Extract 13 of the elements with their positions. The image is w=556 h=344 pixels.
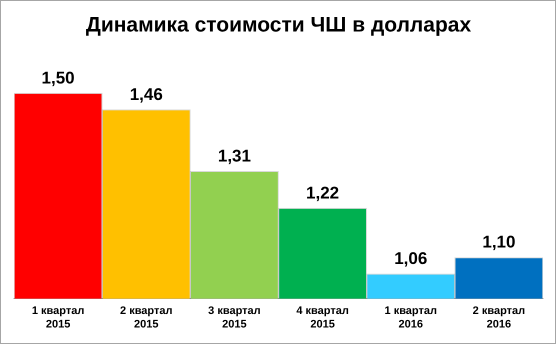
x-tick-label: 4 квартал 2015 (296, 305, 349, 330)
data-label: 1,10 (482, 232, 516, 252)
chart-title: Динамика стоимости ЧШ в долларах (86, 13, 472, 36)
data-label: 1,06 (394, 249, 428, 268)
data-label: 1,50 (42, 68, 75, 88)
data-label: 1,46 (130, 84, 163, 104)
x-tick-label: 2 квартал 2016 (472, 305, 526, 330)
x-tick-label: 3 квартал 2015 (208, 305, 261, 330)
data-label: 1,31 (218, 146, 251, 166)
x-tick-label: 1 квартал 2016 (384, 305, 437, 330)
x-tick-label: 2 квартал 2015 (120, 305, 172, 330)
x-tick-label: 1 квартал 2015 (32, 305, 84, 330)
data-label: 1,22 (306, 183, 340, 202)
